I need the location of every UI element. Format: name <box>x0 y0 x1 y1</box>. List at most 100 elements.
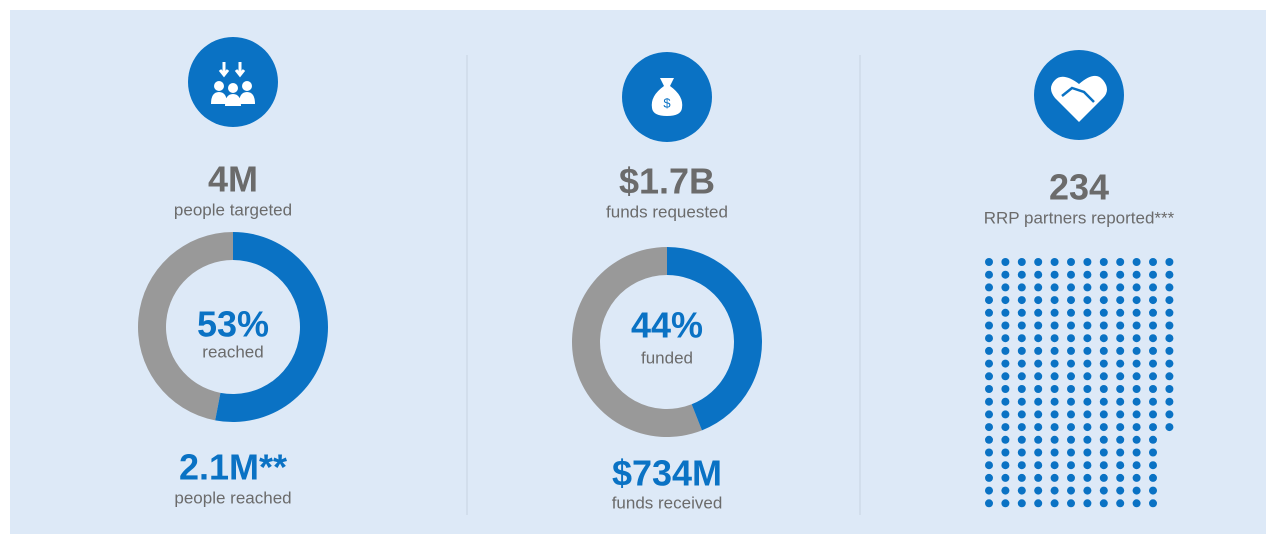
partner-dot <box>1067 270 1075 279</box>
partner-dot <box>1165 346 1174 355</box>
partner-dot <box>1001 296 1010 305</box>
partner-dot <box>1149 334 1157 343</box>
partner-dot <box>985 258 993 266</box>
partner-dot <box>1083 397 1092 406</box>
partner-dot <box>1149 410 1157 419</box>
partner-dot <box>1099 359 1108 368</box>
partner-dot <box>1099 346 1108 355</box>
partner-dot <box>1099 397 1108 406</box>
partner-dot <box>1099 372 1108 381</box>
partner-dot <box>1149 448 1157 457</box>
partner-dot <box>985 435 993 444</box>
partner-dot <box>1034 346 1043 355</box>
partner-dot <box>1001 334 1010 343</box>
partner-dot <box>1165 308 1174 317</box>
partner-dot <box>1083 448 1092 457</box>
partner-dot <box>1165 321 1174 330</box>
partner-dot <box>1116 486 1125 495</box>
partner-dot <box>1001 385 1010 393</box>
partner-dot <box>1099 423 1108 432</box>
partner-dot <box>1083 346 1092 355</box>
partner-dot <box>1050 346 1059 355</box>
partner-dot <box>1001 473 1010 482</box>
partner-dot <box>1067 423 1075 432</box>
partner-dot <box>1034 296 1043 305</box>
partner-dot <box>1067 321 1075 330</box>
partner-dot <box>1099 270 1108 279</box>
partner-dot <box>1034 435 1043 444</box>
partner-dot <box>985 448 993 457</box>
people-icon <box>188 37 278 127</box>
partner-dot <box>1149 435 1157 444</box>
partner-dot <box>1017 435 1026 444</box>
partner-dot <box>1149 486 1157 495</box>
partner-dot <box>1099 283 1108 292</box>
partner-dot <box>985 499 993 508</box>
partner-dot <box>985 461 993 470</box>
partner-dot <box>985 321 993 330</box>
partner-dot <box>1050 486 1059 495</box>
partner-dot <box>1067 296 1075 305</box>
partner-dot <box>985 346 993 355</box>
partner-dot <box>1132 473 1141 482</box>
headline-label: people targeted <box>174 200 292 219</box>
partner-dot <box>1017 359 1026 368</box>
partner-dot <box>1001 423 1010 432</box>
partner-dot <box>985 270 993 279</box>
partner-dot <box>1034 397 1043 406</box>
partner-dot <box>1050 359 1059 368</box>
partner-dot <box>1017 461 1026 470</box>
partner-dot <box>1116 321 1125 330</box>
partners-count: 234 <box>1049 167 1109 208</box>
partner-dot <box>1165 385 1174 393</box>
partner-dot <box>1149 372 1157 381</box>
partner-dot <box>1050 448 1059 457</box>
partner-dot <box>1001 486 1010 495</box>
partner-dot <box>1165 283 1174 292</box>
partner-dot <box>1001 372 1010 381</box>
partner-dot <box>1034 423 1043 432</box>
partner-dot <box>1116 359 1125 368</box>
partner-dot <box>1116 372 1125 381</box>
partner-dot <box>1099 385 1108 393</box>
partner-dot <box>1116 334 1125 343</box>
partner-dot <box>1165 397 1174 406</box>
partner-dot <box>1165 258 1174 266</box>
partner-dot <box>985 372 993 381</box>
percent-label: 44% <box>631 305 703 346</box>
partner-dot <box>1067 499 1075 508</box>
partner-dot <box>1017 296 1026 305</box>
partner-dot <box>1067 283 1075 292</box>
partner-dot <box>1099 410 1108 419</box>
donut-segment <box>215 232 328 422</box>
partner-dot <box>1132 372 1141 381</box>
partner-dot <box>1083 499 1092 508</box>
partner-dot <box>1149 346 1157 355</box>
donut-segment <box>667 247 762 431</box>
partner-dot <box>1165 423 1174 432</box>
partner-dot <box>1132 423 1141 432</box>
partner-dot <box>1083 486 1092 495</box>
partner-dot <box>1099 334 1108 343</box>
partner-dot <box>1034 334 1043 343</box>
partner-dot <box>1149 296 1157 305</box>
partner-dot <box>1132 296 1141 305</box>
partner-dot <box>1116 461 1125 470</box>
partner-dot <box>1132 461 1141 470</box>
partner-dot <box>1001 461 1010 470</box>
partner-dot <box>1083 385 1092 393</box>
partner-dot <box>1149 473 1157 482</box>
partner-dot <box>1132 346 1141 355</box>
money-icon: $ <box>622 52 712 142</box>
partner-dot <box>1083 321 1092 330</box>
partner-dot <box>1017 308 1026 317</box>
partner-dot <box>1132 258 1141 266</box>
partner-dot <box>1034 258 1043 266</box>
partner-dot <box>1083 473 1092 482</box>
partner-dot <box>1083 258 1092 266</box>
partner-dot <box>1050 258 1059 266</box>
partner-dot <box>1017 473 1026 482</box>
partner-dot <box>1017 372 1026 381</box>
partner-dot <box>1083 461 1092 470</box>
partner-dot <box>1001 499 1010 508</box>
